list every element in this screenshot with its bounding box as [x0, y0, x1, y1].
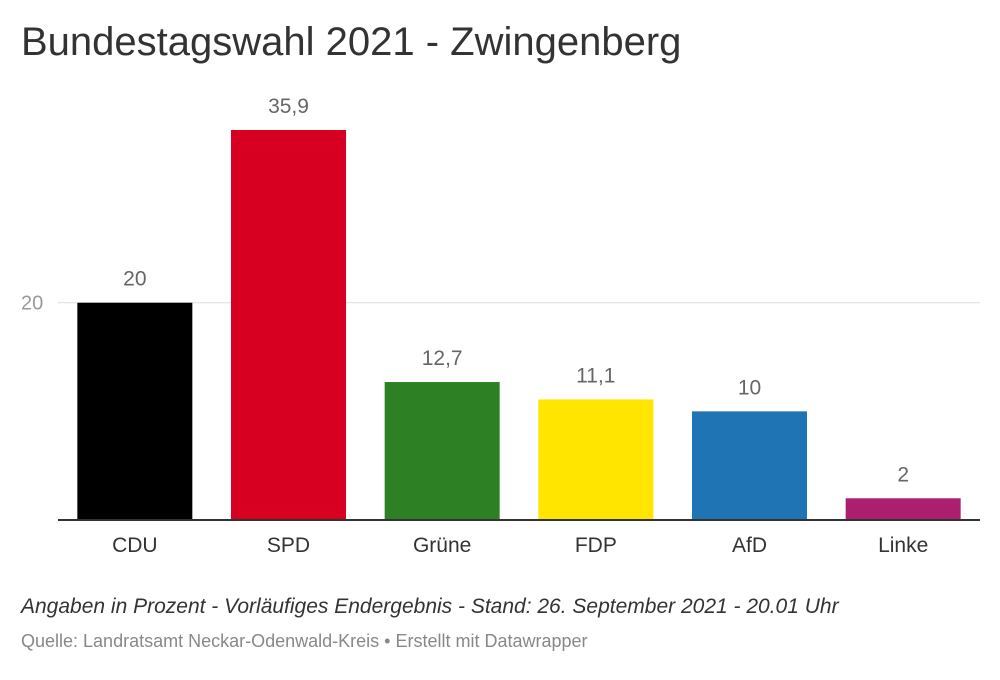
value-label-linke: 2: [897, 463, 909, 486]
datawrapper-credit-link[interactable]: Erstellt mit Datawrapper: [395, 631, 588, 651]
value-label-afd: 10: [738, 376, 761, 399]
y-tick-label: 20: [21, 293, 43, 315]
chart-title: Bundestagswahl 2021 - Zwingenberg: [21, 20, 682, 64]
value-label-cdu: 20: [123, 268, 146, 291]
category-label-linke: Linke: [878, 534, 928, 557]
category-label-afd: AfD: [732, 534, 767, 557]
category-label-grüne: Grüne: [413, 534, 471, 557]
gridlines: 20: [21, 293, 980, 315]
bar-spd[interactable]: [231, 130, 346, 520]
bar-fdp[interactable]: [538, 399, 654, 520]
source-line: Quelle: Landratsamt Neckar-Odenwald-Krei…: [21, 631, 588, 652]
value-label-spd: 35,9: [268, 95, 309, 118]
category-label-spd: SPD: [267, 534, 310, 557]
bar-grüne[interactable]: [384, 382, 500, 520]
bar-afd[interactable]: [692, 411, 807, 520]
category-labels: CDU SPD Grüne FDP AfD Linke: [112, 534, 928, 557]
value-label-grüne: 12,7: [422, 347, 463, 370]
bar-cdu[interactable]: [77, 302, 193, 520]
bar-linke[interactable]: [845, 498, 961, 520]
category-label-fdp: FDP: [575, 534, 617, 557]
footnote: Angaben in Prozent - Vorläufiges Enderge…: [21, 595, 839, 618]
bars: [77, 130, 961, 520]
category-label-cdu: CDU: [112, 534, 158, 557]
value-label-fdp: 11,1: [576, 364, 615, 387]
source-separator: •: [379, 631, 396, 651]
value-labels: 20 35,9 12,7 11,1 10 2: [123, 95, 909, 486]
source-text: Quelle: Landratsamt Neckar-Odenwald-Krei…: [21, 631, 380, 651]
